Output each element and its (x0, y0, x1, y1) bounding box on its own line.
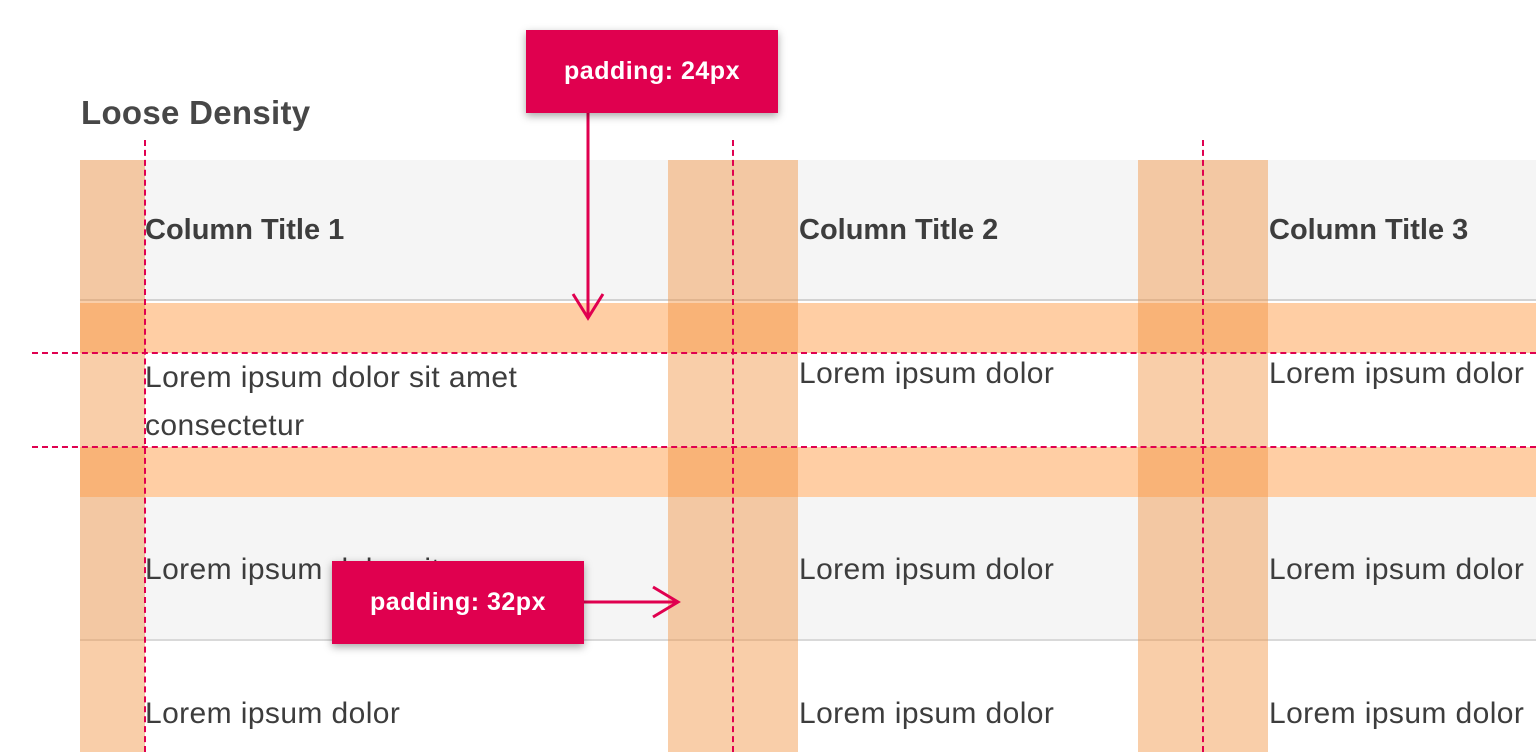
callout-padding-vertical: padding: 24px (526, 30, 778, 113)
guide-line-horizontal (32, 446, 1536, 448)
row-2-background (80, 497, 1536, 639)
table-cell: Lorem ipsum dolor sit amet consectetur (145, 361, 518, 442)
table-cell: Lorem ipsum dolor (799, 553, 1055, 586)
padding-band-col1-left (80, 160, 145, 752)
padding-band-bottom (80, 447, 1536, 497)
column-header-1: Column Title 1 (145, 214, 345, 246)
header-divider (80, 299, 1536, 301)
table-cell: Lorem ipsum dolor (1269, 697, 1525, 730)
callout-padding-horizontal: padding: 32px (332, 561, 584, 644)
padding-band-top (80, 303, 1536, 353)
arrow-down-icon (571, 112, 605, 321)
header-row-background (80, 160, 1536, 300)
arrow-right-icon (582, 585, 681, 619)
row-2-divider (80, 639, 1536, 641)
table-cell: Lorem ipsum dolor (1269, 357, 1525, 390)
table-cell: Lorem ipsum dolor (799, 357, 1055, 390)
guide-line-horizontal (32, 352, 1536, 354)
table-cell: Lorem ipsum dolor (799, 697, 1055, 730)
table-cell: Lorem ipsum dolor (145, 697, 401, 730)
table-cell: Lorem ipsum dolor (1269, 553, 1525, 586)
column-header-3: Column Title 3 (1269, 214, 1469, 246)
column-header-2: Column Title 2 (799, 214, 999, 246)
diagram-title: Loose Density (81, 94, 311, 131)
